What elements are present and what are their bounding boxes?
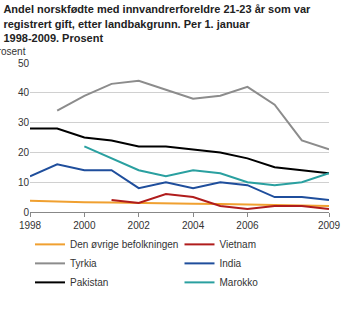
svg-text:50: 50 xyxy=(18,58,30,69)
svg-text:20: 20 xyxy=(18,147,30,158)
svg-text:2002: 2002 xyxy=(128,220,151,231)
svg-text:Andel norskfødte med innvandre: Andel norskfødte med innvandrerforeldre … xyxy=(3,3,311,44)
svg-text:Den øvrige befolkningen: Den øvrige befolkningen xyxy=(70,239,178,250)
svg-text:2009: 2009 xyxy=(318,220,341,231)
svg-text:30: 30 xyxy=(18,117,30,128)
svg-text:Tyrkia: Tyrkia xyxy=(70,258,97,269)
svg-text:2006: 2006 xyxy=(236,220,259,231)
svg-text:Vietnam: Vietnam xyxy=(220,239,257,250)
svg-text:10: 10 xyxy=(18,177,30,188)
svg-text:40: 40 xyxy=(18,87,30,98)
svg-text:India: India xyxy=(220,258,242,269)
svg-text:Pakistan: Pakistan xyxy=(70,277,108,288)
svg-text:2004: 2004 xyxy=(182,220,205,231)
svg-text:Prosent: Prosent xyxy=(0,46,26,57)
svg-text:0: 0 xyxy=(23,207,29,218)
svg-text:Marokko: Marokko xyxy=(220,277,259,288)
svg-text:1998: 1998 xyxy=(19,220,42,231)
svg-text:2000: 2000 xyxy=(73,220,96,231)
